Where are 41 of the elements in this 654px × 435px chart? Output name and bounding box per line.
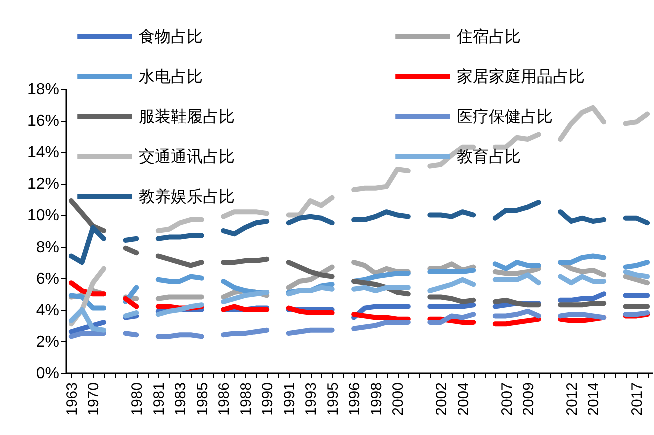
legend-label: 服装鞋履占比 [139, 108, 235, 126]
y-tick-label: 18% [27, 82, 60, 98]
legend-label: 教育占比 [457, 148, 521, 166]
x-tick-label: 1991 [281, 382, 298, 416]
x-tick-label: 1983 [172, 382, 190, 416]
y-tick-label: 8% [36, 239, 60, 256]
legend-label: 水电占比 [139, 68, 203, 86]
x-tick-label: 2014 [586, 382, 603, 416]
y-tick-label: 10% [27, 208, 60, 225]
x-tick-label: 1985 [194, 382, 212, 416]
y-tick-label: 0% [36, 366, 60, 382]
x-tick-label: 1993 [303, 382, 320, 416]
legend-label: 教养娱乐占比 [139, 188, 235, 206]
x-tick-label: 2007 [498, 382, 516, 416]
x-tick-label: 2017 [629, 382, 646, 416]
legend-label: 住宿占比 [456, 28, 521, 46]
x-tick-label: 2009 [520, 382, 538, 416]
x-tick-label: 1996 [346, 382, 364, 416]
x-tick-label: 1990 [260, 382, 277, 416]
x-tick-label: 1980 [129, 382, 146, 416]
x-tick-label: 1995 [324, 382, 342, 416]
legend-label: 交通通讯占比 [139, 148, 235, 166]
y-tick-label: 6% [36, 270, 60, 288]
x-tick-label: 2004 [455, 382, 472, 416]
x-tick-label: 2012 [564, 382, 581, 416]
x-tick-label: 1963 [64, 382, 81, 416]
y-tick-label: 14% [27, 144, 60, 162]
legend-label: 食物占比 [139, 28, 203, 46]
legend-label: 家居家庭用品占比 [457, 68, 585, 86]
x-tick-label: 1981 [150, 382, 168, 416]
x-tick-label: 1998 [368, 382, 386, 416]
x-tick-label: 1970 [86, 382, 103, 416]
y-tick-label: 16% [27, 113, 60, 130]
y-tick-label: 12% [27, 176, 60, 194]
x-tick-label: 2002 [434, 382, 451, 416]
x-tick-label: 1988 [238, 382, 255, 416]
x-tick-label: 2000 [390, 382, 408, 416]
y-tick-label: 2% [36, 334, 60, 351]
legend-label: 医疗保健占比 [457, 108, 553, 126]
y-tick-label: 4% [36, 302, 60, 320]
x-tick-label: 1986 [216, 382, 234, 416]
